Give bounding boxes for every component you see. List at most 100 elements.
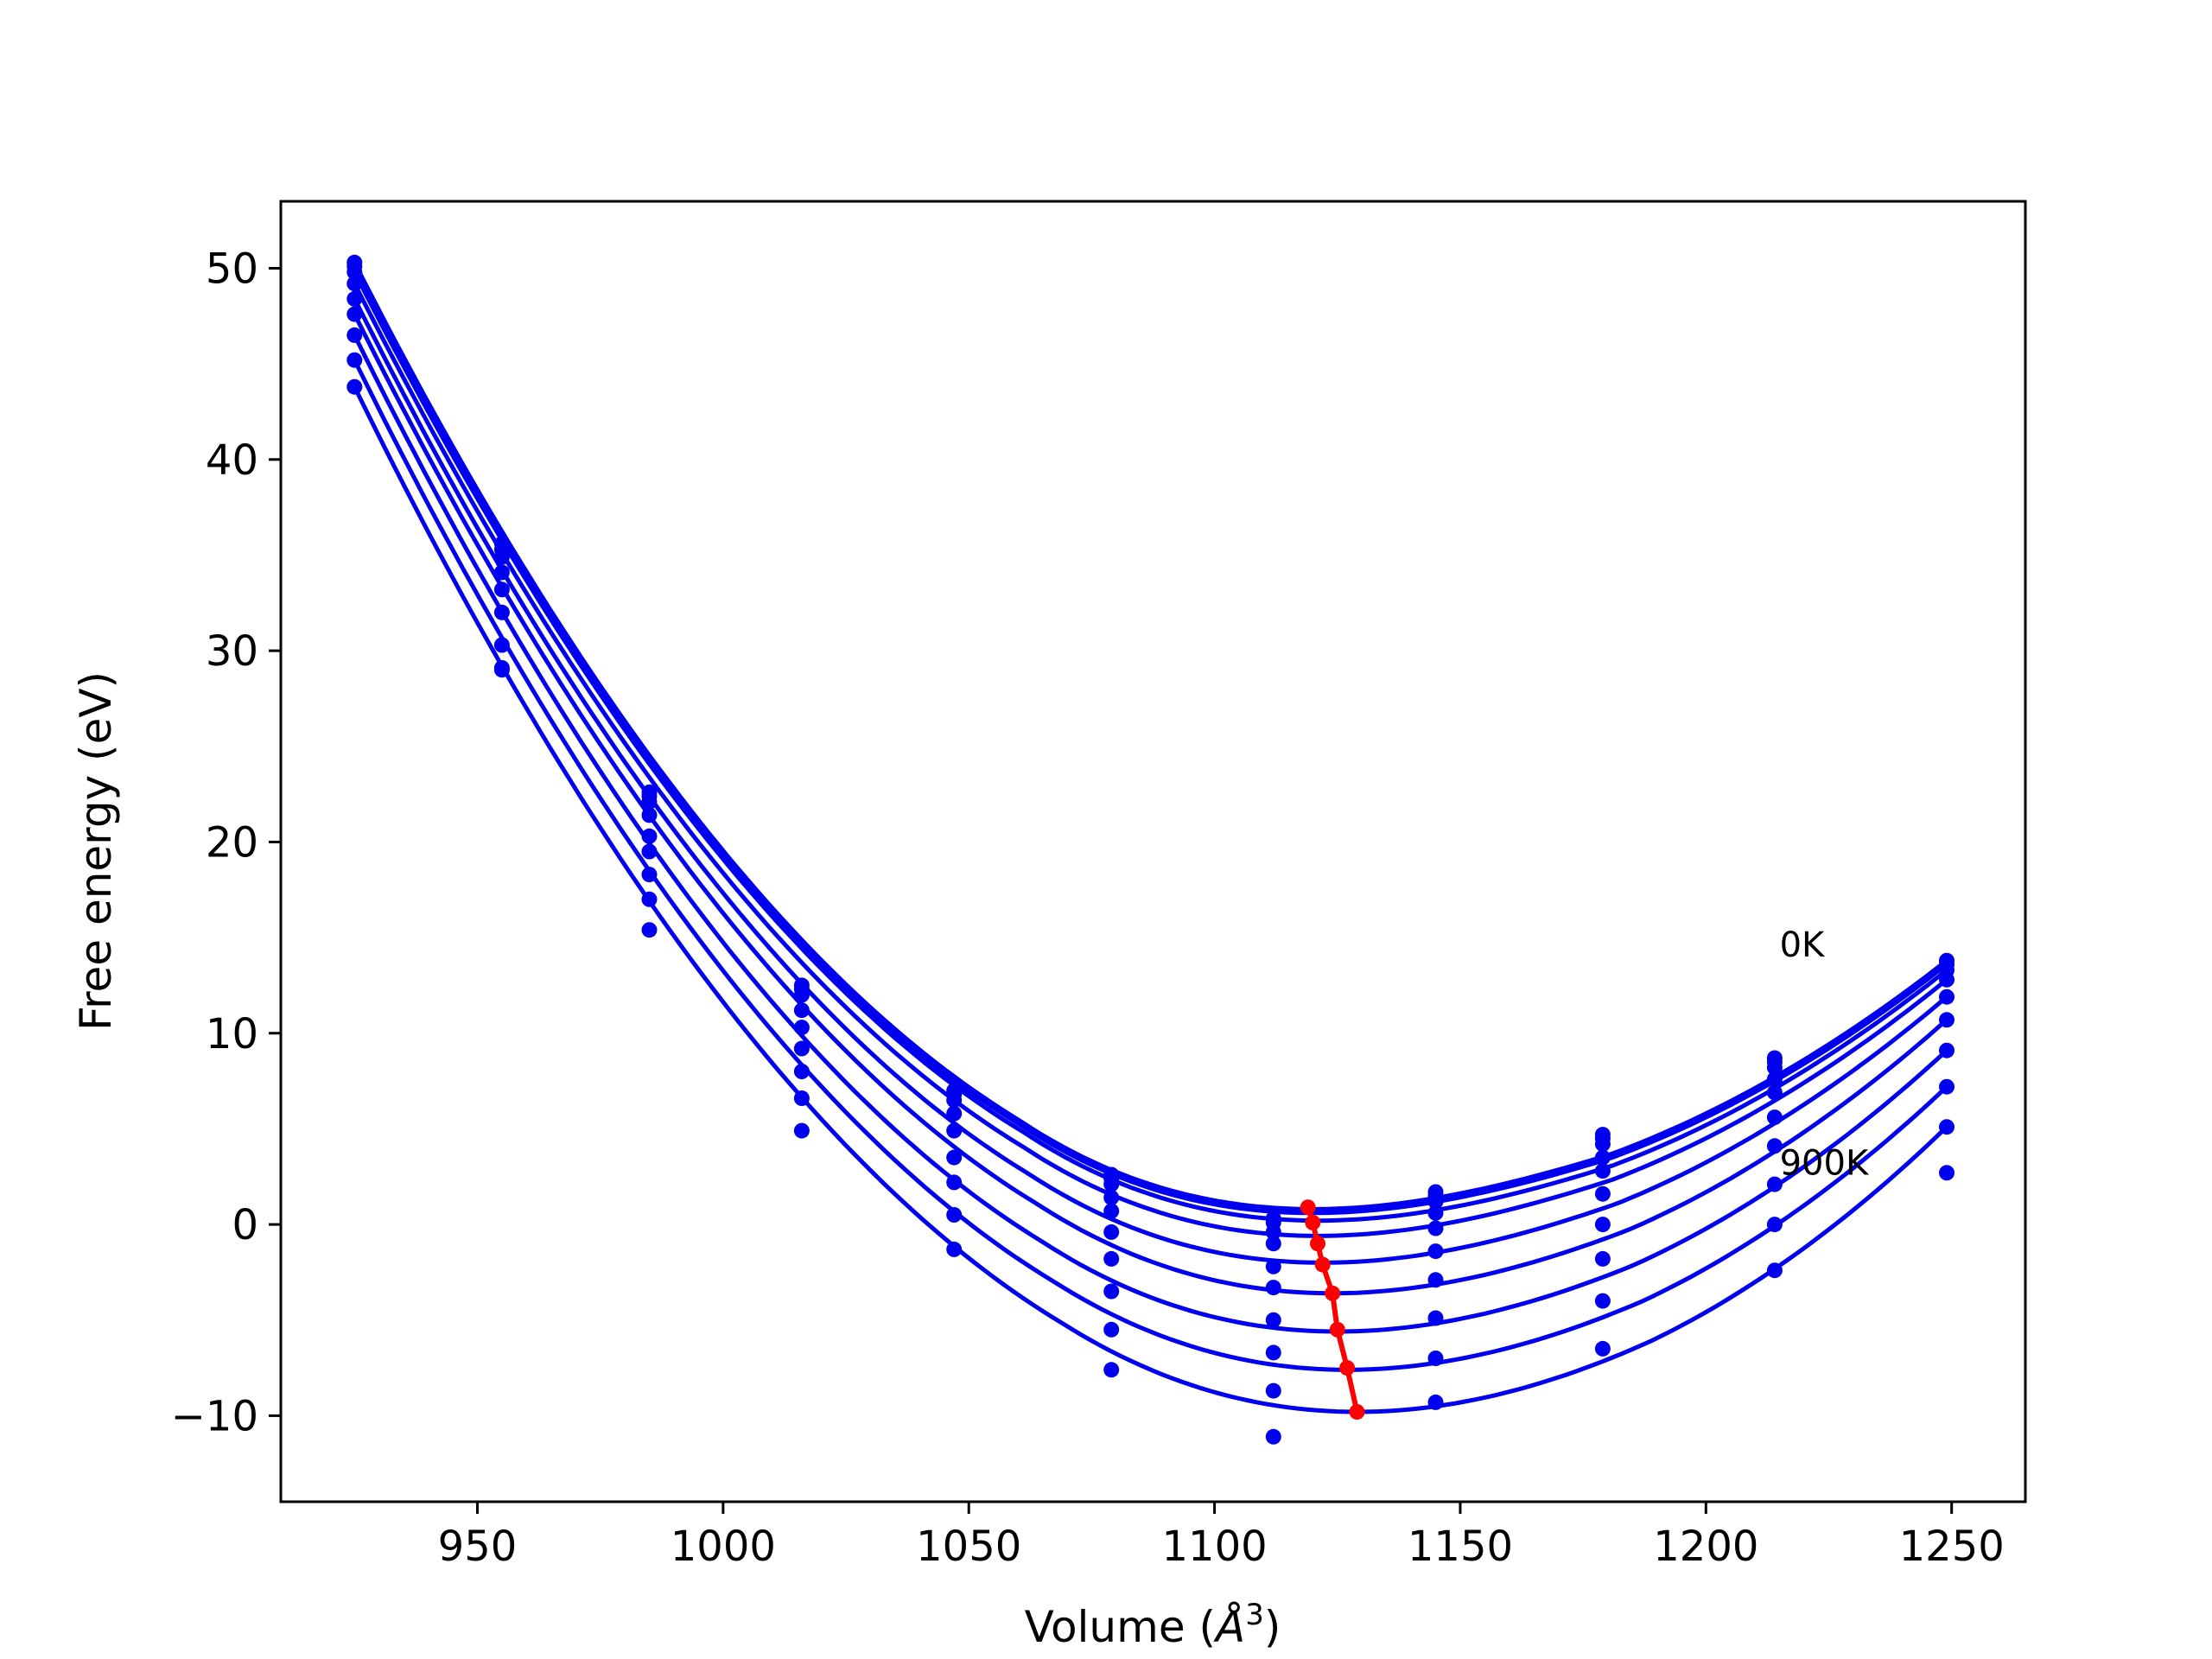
- data-point: [946, 1241, 963, 1257]
- data-point: [793, 1122, 810, 1139]
- data-point: [1939, 1078, 1955, 1095]
- data-point: [1766, 1071, 1783, 1087]
- data-point: [1103, 1250, 1120, 1267]
- x-axis-title: Volume (Å3): [1025, 1598, 1281, 1652]
- annotations: 0K 900K: [1780, 925, 1870, 1183]
- data-point: [1427, 1272, 1444, 1288]
- minimum-point: [1300, 1199, 1316, 1216]
- data-point: [1103, 1224, 1120, 1240]
- data-point: [1265, 1428, 1281, 1445]
- data-point: [1939, 1165, 1955, 1181]
- data-point: [1939, 1119, 1955, 1135]
- data-point: [493, 662, 510, 678]
- data-point: [1766, 1138, 1783, 1154]
- data-point: [493, 582, 510, 598]
- data-point: [641, 891, 658, 907]
- data-point: [1103, 1362, 1120, 1378]
- data-point: [641, 794, 658, 810]
- fit-curve-7: [353, 359, 1948, 1372]
- data-points: [346, 254, 1955, 1445]
- data-point: [946, 1174, 963, 1191]
- data-point: [346, 276, 363, 292]
- fit-curves: [353, 261, 1948, 1414]
- data-point: [793, 987, 810, 1003]
- y-axis-title: Free energy (eV): [71, 671, 121, 1031]
- data-point: [793, 1090, 810, 1106]
- data-point: [793, 1064, 810, 1079]
- data-point: [1427, 1394, 1444, 1410]
- data-point: [1265, 1258, 1281, 1274]
- data-point: [1427, 1220, 1444, 1236]
- data-point: [346, 327, 363, 343]
- data-point: [793, 1020, 810, 1036]
- data-point: [1427, 1205, 1444, 1221]
- data-point: [1103, 1321, 1120, 1338]
- data-point: [946, 1207, 963, 1223]
- fit-curve-6: [353, 334, 1948, 1334]
- data-point: [1594, 1185, 1611, 1202]
- data-point: [1594, 1217, 1611, 1233]
- data-point: [346, 306, 363, 322]
- y-tick-label: 20: [206, 818, 258, 867]
- minimum-point: [1305, 1214, 1321, 1230]
- minimum-path: [1300, 1199, 1365, 1420]
- data-point: [346, 378, 363, 395]
- minimum-point: [1314, 1256, 1331, 1273]
- data-point: [1766, 1109, 1783, 1126]
- y-axis-ticks: −10 0 10 20 30 40 50: [171, 245, 281, 1440]
- y-tick-label: −10: [171, 1392, 258, 1440]
- data-point: [493, 549, 510, 565]
- data-point: [1939, 1012, 1955, 1028]
- data-point: [493, 637, 510, 653]
- data-point: [1265, 1344, 1281, 1361]
- data-point: [346, 352, 363, 368]
- minimum-point: [1339, 1360, 1356, 1376]
- data-point: [1265, 1224, 1281, 1240]
- data-point: [1594, 1163, 1611, 1179]
- annotation-label: 0K: [1780, 925, 1826, 965]
- data-point: [641, 867, 658, 883]
- data-point: [1766, 1262, 1783, 1279]
- fit-curve-1: [353, 265, 1948, 1216]
- data-point: [641, 843, 658, 860]
- y-tick-label: 30: [206, 627, 258, 676]
- fit-curve-2: [353, 270, 1948, 1224]
- x-tick-label: 950: [438, 1522, 518, 1571]
- data-point: [1265, 1236, 1281, 1252]
- data-point: [1427, 1193, 1444, 1210]
- fit-curve-3: [353, 283, 1948, 1238]
- minimum-point: [1349, 1404, 1365, 1420]
- data-point: [1594, 1340, 1611, 1357]
- data-point: [1766, 1084, 1783, 1101]
- data-point: [1103, 1176, 1120, 1192]
- plot-area: [281, 201, 2025, 1502]
- data-point: [946, 1092, 963, 1109]
- data-point: [1265, 1280, 1281, 1296]
- data-point: [1594, 1149, 1611, 1166]
- y-tick-label: 10: [206, 1010, 258, 1058]
- minimum-point: [1325, 1285, 1341, 1301]
- data-point: [1103, 1283, 1120, 1300]
- y-tick-label: 40: [206, 436, 258, 485]
- data-point: [1594, 1250, 1611, 1267]
- data-point: [946, 1149, 963, 1166]
- data-point: [1265, 1312, 1281, 1328]
- y-tick-label: 0: [232, 1201, 258, 1249]
- data-point: [1103, 1203, 1120, 1219]
- data-point: [1427, 1243, 1444, 1260]
- data-point: [793, 1040, 810, 1057]
- data-point: [346, 290, 363, 307]
- x-tick-label: 1050: [916, 1522, 1021, 1571]
- data-point: [946, 1122, 963, 1139]
- data-point: [493, 564, 510, 581]
- annotation-label: 900K: [1780, 1144, 1870, 1184]
- x-tick-label: 1100: [1162, 1522, 1268, 1571]
- plot-frame: [279, 200, 2027, 1503]
- data-point: [1766, 1176, 1783, 1192]
- data-point: [1939, 1042, 1955, 1058]
- fit-curve-8: [353, 385, 1948, 1414]
- x-tick-label: 1150: [1408, 1522, 1513, 1571]
- data-point: [641, 807, 658, 823]
- data-point: [1265, 1382, 1281, 1399]
